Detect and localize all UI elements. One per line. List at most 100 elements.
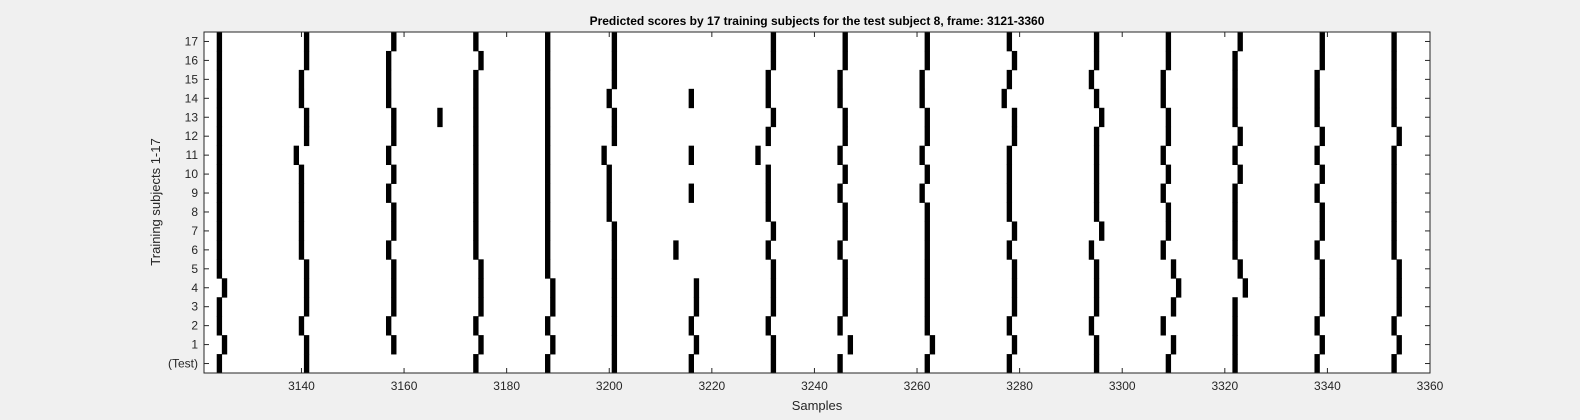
score-mark — [1232, 316, 1238, 336]
score-mark — [1011, 221, 1018, 241]
score-mark — [1170, 297, 1177, 317]
score-mark — [1011, 126, 1018, 147]
score-mark — [478, 259, 484, 279]
score-mark — [1314, 145, 1320, 166]
score-mark — [1237, 126, 1243, 147]
y-tick-label: 6 — [191, 243, 198, 257]
score-mark — [1093, 164, 1100, 184]
score-mark — [1232, 335, 1238, 355]
score-mark — [545, 107, 551, 128]
score-mark — [545, 183, 551, 203]
score-mark — [611, 335, 618, 355]
score-mark — [1319, 297, 1325, 317]
score-mark — [1319, 50, 1325, 71]
score-mark — [1232, 69, 1238, 90]
y-tick-label: 16 — [185, 53, 199, 67]
score-mark — [1088, 316, 1095, 336]
score-mark — [473, 354, 479, 374]
score-mark — [765, 202, 771, 222]
score-mark — [303, 297, 310, 317]
score-mark — [611, 32, 618, 52]
score-mark — [837, 145, 843, 166]
x-tick-label: 3340 — [1314, 379, 1341, 393]
score-mark — [1396, 126, 1402, 147]
x-tick-label: 3300 — [1109, 379, 1136, 393]
y-axis-label: Training subjects 1-17 — [148, 138, 163, 265]
score-mark — [765, 88, 771, 109]
x-tick-label: 3180 — [493, 379, 520, 393]
score-mark — [303, 259, 310, 279]
score-mark — [545, 202, 551, 222]
score-mark — [606, 88, 612, 109]
score-mark — [688, 316, 694, 336]
score-mark — [924, 50, 930, 71]
score-mark — [298, 240, 305, 260]
score-mark — [1011, 335, 1018, 355]
score-mark — [924, 126, 930, 147]
score-mark — [688, 183, 694, 203]
score-mark — [545, 145, 551, 166]
score-mark — [770, 32, 777, 52]
score-mark — [545, 259, 551, 279]
score-mark — [1165, 32, 1172, 52]
y-tick-label: 3 — [191, 300, 198, 314]
y-tick-label: 17 — [185, 34, 199, 48]
score-mark — [601, 145, 607, 166]
score-mark — [611, 316, 618, 336]
score-mark — [1242, 278, 1249, 298]
x-tick-label: 3240 — [801, 379, 828, 393]
score-mark — [545, 69, 551, 90]
score-mark — [545, 164, 551, 184]
score-mark — [611, 107, 618, 128]
score-mark — [1088, 69, 1095, 90]
score-mark — [924, 32, 930, 52]
score-mark — [1232, 202, 1238, 222]
plot-area — [204, 32, 1430, 373]
score-mark — [303, 354, 310, 374]
y-tick-label: 10 — [185, 167, 199, 181]
x-axis-label: Samples — [792, 398, 843, 413]
score-mark — [391, 202, 397, 222]
score-mark — [765, 164, 771, 184]
score-mark — [478, 278, 484, 298]
score-mark — [1011, 297, 1018, 317]
score-mark — [216, 240, 223, 260]
x-tick-label: 3280 — [1006, 379, 1033, 393]
score-mark — [385, 145, 392, 166]
score-mark — [611, 278, 618, 298]
y-tick-label: (Test) — [168, 357, 198, 371]
score-mark — [611, 297, 618, 317]
score-mark — [1006, 69, 1013, 90]
score-mark — [391, 297, 397, 317]
score-mark — [673, 240, 679, 260]
score-mark — [473, 126, 479, 147]
score-mark — [1093, 354, 1100, 374]
score-mark — [216, 145, 223, 166]
score-mark — [1006, 32, 1013, 52]
score-mark — [391, 107, 397, 128]
score-mark — [545, 88, 551, 109]
plot-frame — [203, 31, 1431, 374]
score-mark — [550, 278, 556, 298]
score-mark — [1396, 278, 1402, 298]
score-mark — [216, 202, 223, 222]
score-mark — [1391, 145, 1397, 166]
score-mark — [1319, 32, 1325, 52]
score-mark — [303, 126, 310, 147]
score-mark — [216, 183, 223, 203]
score-mark — [391, 221, 397, 241]
score-mark — [473, 69, 479, 90]
score-mark — [1099, 221, 1105, 241]
score-mark — [1396, 335, 1402, 355]
score-mark — [298, 69, 305, 90]
score-mark — [765, 126, 771, 147]
score-mark — [473, 164, 479, 184]
score-mark — [1391, 221, 1397, 241]
score-mark — [545, 221, 551, 241]
score-mark — [216, 107, 223, 128]
score-mark — [1391, 354, 1397, 374]
score-mark — [611, 259, 618, 279]
score-mark — [550, 297, 556, 317]
